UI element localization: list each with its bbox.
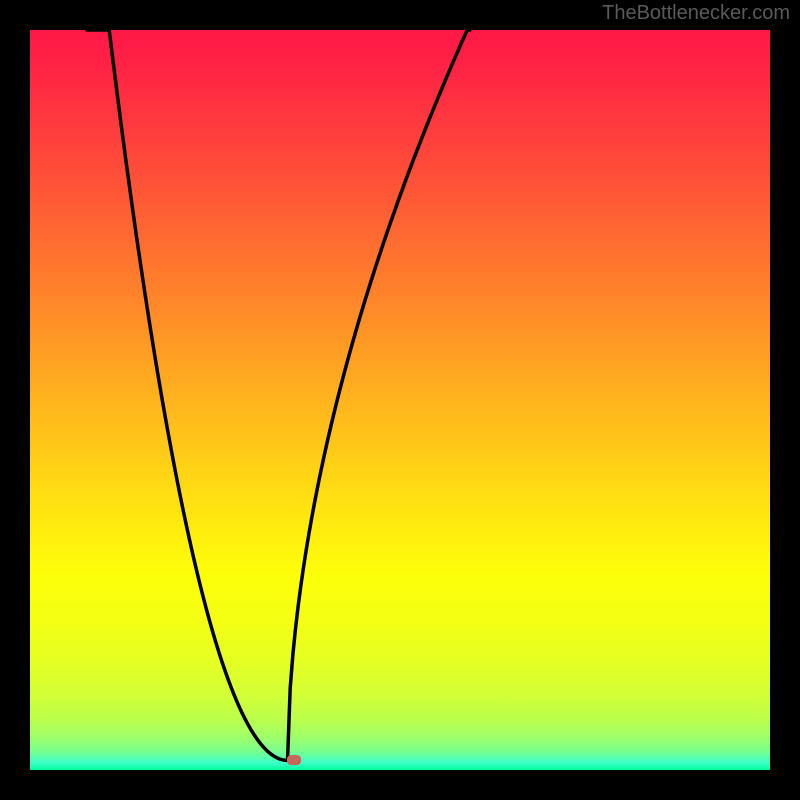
watermark-text: TheBottlenecker.com xyxy=(602,2,790,25)
chart-frame: TheBottlenecker.com xyxy=(0,0,800,800)
vertex-marker xyxy=(287,755,301,765)
curve-svg xyxy=(30,30,770,770)
plot-area xyxy=(30,30,770,770)
bottleneck-curve xyxy=(87,30,470,760)
